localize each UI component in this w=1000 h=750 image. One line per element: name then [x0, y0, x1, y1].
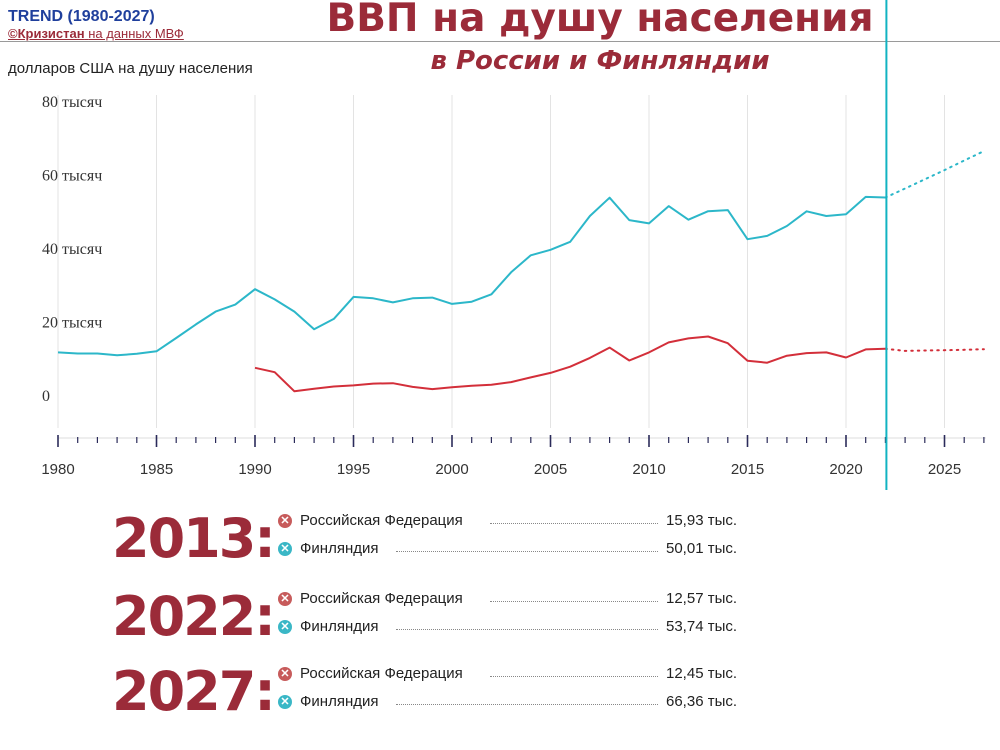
summary-row: ✕ Российская Федерация 12,57 тыс.	[278, 590, 758, 610]
y-tick-label-60000: 60 тысяч	[42, 168, 102, 185]
summary-country-name: Финляндия	[300, 540, 379, 557]
leader-dots	[490, 676, 658, 677]
summary-year-0: 2013:	[112, 507, 276, 570]
summary-value: 53,74 тыс.	[666, 618, 738, 635]
summary-value: 15,93 тыс.	[666, 512, 738, 529]
x-tick-label-2025: 2025	[928, 461, 961, 478]
leader-dots	[490, 601, 658, 602]
x-tick-label-1985: 1985	[140, 461, 173, 478]
x-tick-label-2020: 2020	[829, 461, 862, 478]
y-tick-label-80000: 80 тысяч	[42, 94, 102, 111]
series-line-0	[57, 195, 886, 357]
summary-row: ✕ Финляндия 53,74 тыс.	[278, 618, 758, 638]
chart-series	[57, 0, 985, 490]
summary-value: 12,57 тыс.	[666, 590, 738, 607]
leader-dots	[396, 629, 658, 630]
brand-source-rest: на данных МВФ	[88, 26, 184, 41]
finland-marker-icon: ✕	[278, 542, 292, 556]
russia-marker-icon: ✕	[278, 514, 292, 528]
y-tick-label-0: 0	[42, 388, 50, 405]
brand-source[interactable]: ©Кризистан на данных МВФ	[8, 26, 184, 42]
y-axis-unit-label: долларов США на душу населения	[8, 60, 253, 77]
summary-value: 66,36 тыс.	[666, 693, 738, 710]
summary-value: 12,45 тыс.	[666, 665, 738, 682]
summary-country-name: Российская Федерация	[300, 590, 463, 607]
x-tick-label-1980: 1980	[41, 461, 74, 478]
summary-row: ✕ Финляндия 50,01 тыс.	[278, 540, 758, 560]
brand-source-name: ©Кризистан	[8, 26, 85, 41]
finland-marker-icon: ✕	[278, 620, 292, 634]
series-line-1	[254, 335, 886, 393]
x-tick-label-2000: 2000	[435, 461, 468, 478]
gdp-line-chart: 1980 1985 1990 1995 2000 2005 2010 2015 2020 2025…	[41, 0, 986, 490]
series-forecast-0	[884, 150, 985, 199]
summary-year-2: 2027:	[112, 660, 276, 723]
x-tick-label-2015: 2015	[731, 461, 764, 478]
brand-title: TREND (1980-2027)	[8, 8, 155, 25]
summary-country-name: Российская Федерация	[300, 665, 463, 682]
leader-dots	[490, 523, 658, 524]
y-tick-label-40000: 40 тысяч	[42, 241, 102, 258]
leader-dots	[396, 704, 658, 705]
x-tick-label-2005: 2005	[534, 461, 567, 478]
summary-country-name: Финляндия	[300, 693, 379, 710]
y-axis-labels: 80 тысяч 60 тысяч 40 тысяч 20 тысяч 0	[42, 94, 102, 405]
x-tick-label-1990: 1990	[238, 461, 271, 478]
summary-value: 50,01 тыс.	[666, 540, 738, 557]
page-subtitle: в России и Финляндии	[430, 46, 770, 76]
x-tick-label-2010: 2010	[632, 461, 665, 478]
chart-grid	[57, 95, 945, 428]
series-forecast-1	[884, 347, 985, 352]
russia-marker-icon: ✕	[278, 592, 292, 606]
summary-row: ✕ Российская Федерация 15,93 тыс.	[278, 512, 758, 532]
summary-country-name: Финляндия	[300, 618, 379, 635]
x-axis: 1980 1985 1990 1995 2000 2005 2010 2015 2020 2025	[41, 435, 986, 478]
finland-marker-icon: ✕	[278, 695, 292, 709]
summary-row: ✕ Финляндия 66,36 тыс.	[278, 693, 758, 713]
header-divider	[0, 41, 1000, 42]
x-tick-label-1995: 1995	[337, 461, 370, 478]
y-tick-label-20000: 20 тысяч	[42, 315, 102, 332]
summary-row: ✕ Российская Федерация 12,45 тыс.	[278, 665, 758, 685]
summary-year-1: 2022:	[112, 585, 276, 648]
russia-marker-icon: ✕	[278, 667, 292, 681]
brand-block: TREND (1980-2027) ©Кризистан на данных М…	[8, 8, 184, 42]
leader-dots	[396, 551, 658, 552]
summary-country-name: Российская Федерация	[300, 512, 463, 529]
page-title: ВВП на душу населения	[326, 0, 874, 41]
